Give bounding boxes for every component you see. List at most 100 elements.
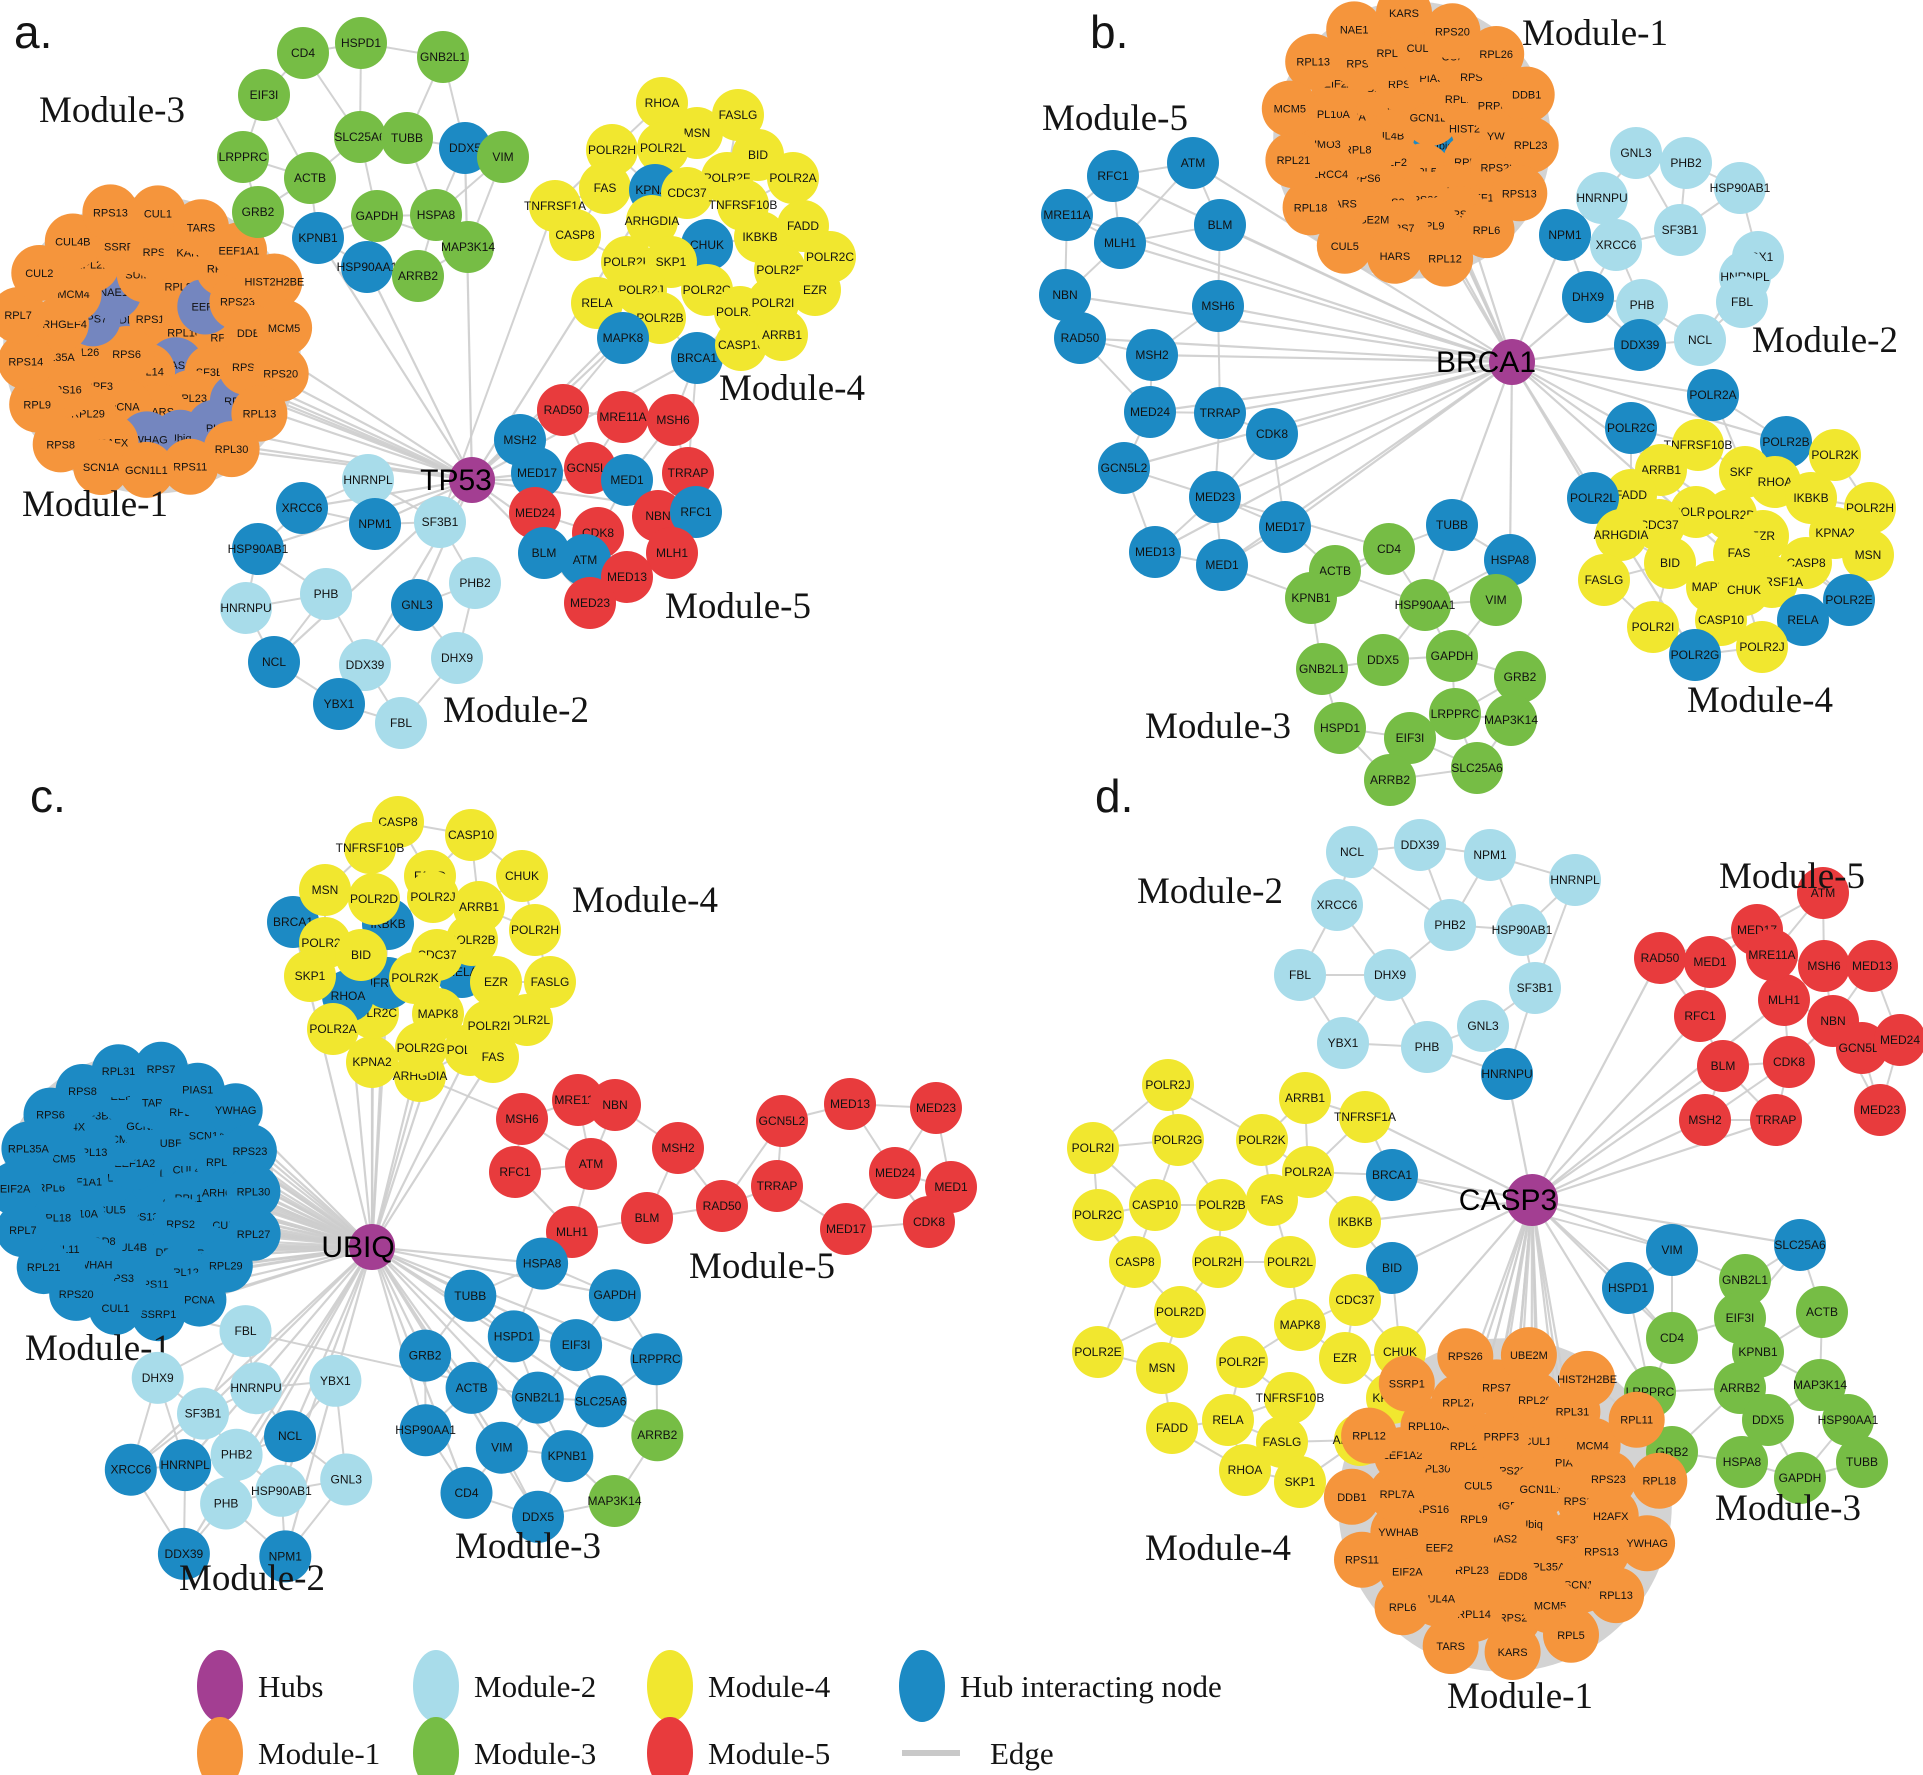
node-label: HSPD1 [1320, 721, 1360, 735]
node-label: MSH6 [1807, 959, 1841, 973]
node-label: GNB2L1 [1299, 662, 1345, 676]
node-KARS [1376, 0, 1432, 41]
node-label: EIF3I [1396, 731, 1425, 745]
node-NPM1 [1464, 829, 1516, 881]
node-POLR2F [1216, 1336, 1268, 1388]
node-RPS23 [222, 1123, 277, 1178]
edge [1531, 1118, 1777, 1202]
node-PHB2 [1424, 899, 1476, 951]
node-label: YWHAB [1378, 1527, 1418, 1539]
module-m2-a: HNRNPL XRCC6 NPM1 SF3B1 HSP90AB1 PHB PHB2 HNRNP… [220, 454, 501, 749]
node-label: RPS8 [46, 439, 75, 451]
module-label-m2-a: Module-2 [443, 690, 589, 731]
legend-label: Edge [990, 1736, 1054, 1771]
node-MCM5 [1261, 80, 1318, 137]
node-label: PHB2 [221, 1448, 253, 1462]
node-label: MSN [1149, 1361, 1176, 1375]
node-VIM [477, 131, 529, 183]
node-MSN [1136, 1342, 1188, 1394]
module-m2-c: PHB2 HSP90AB1 PHB HNRNPL SF3B1 HNRNPU NCL XRCC6… [104, 1305, 373, 1583]
node-RPL5 [1543, 1606, 1599, 1663]
node-label: CASP8 [378, 815, 418, 829]
node-label: HSP90AB1 [1492, 923, 1553, 937]
node-RPL6 [1374, 1579, 1431, 1636]
node-SSRP1 [1378, 1355, 1435, 1412]
node-label: MAPK8 [418, 1007, 459, 1021]
node-MED13 [601, 551, 653, 603]
node-label: RPL21 [27, 1262, 61, 1274]
node-LRPPRC [630, 1333, 683, 1386]
node-FASLG [1256, 1416, 1308, 1468]
node-KPNA2 [346, 1036, 398, 1088]
node-label: MED1 [610, 473, 644, 487]
node-NCL [1674, 314, 1726, 366]
edge [1511, 360, 1714, 397]
node-MED1 [601, 454, 653, 506]
hub-node-BRCA1 [1489, 339, 1535, 385]
node-FASLG [1578, 554, 1630, 606]
node-FADD [1146, 1402, 1198, 1454]
node-RAD50 [1054, 312, 1106, 364]
node-label: MSH2 [1688, 1113, 1722, 1127]
node-label: MED17 [826, 1222, 866, 1236]
node-label: HSPA8 [523, 1257, 562, 1271]
node-label: POLR2G [683, 283, 732, 297]
node-label: MED17 [1265, 520, 1305, 534]
edge [1217, 304, 1513, 364]
node-label: POLR2G [397, 1041, 446, 1055]
module-label-m1-d: Module-1 [1447, 1676, 1593, 1717]
node-label: RFC1 [680, 505, 712, 519]
node-label: VIM [491, 1441, 512, 1455]
node-label: POLR2I [468, 1019, 511, 1033]
node-label: RPS11 [173, 462, 207, 474]
node-label: POLR2C [1074, 1208, 1122, 1222]
panel-letter-c: c. [30, 770, 66, 822]
node-label: RPL18 [1294, 202, 1328, 214]
node-POLR2A [1687, 369, 1739, 421]
hub-node-TP53 [449, 457, 495, 503]
node-POLR2A [307, 1003, 359, 1055]
node-BLM [621, 1192, 673, 1244]
node-label: PHB [1630, 298, 1655, 312]
node-label: NPM1 [1473, 848, 1507, 862]
node-label: CASP10 [718, 338, 764, 352]
node-VIM [1470, 574, 1522, 626]
node-ARHGDIA [1595, 509, 1647, 561]
node-RPL30 [226, 1164, 281, 1219]
node-label: HNRNPU [1481, 1067, 1532, 1081]
node-label: MRE11A [599, 410, 646, 424]
node-label: POLR2I [752, 296, 795, 310]
edge [463, 147, 474, 481]
panel-letter-b: b. [1090, 6, 1128, 58]
node-label: MSN [312, 883, 339, 897]
node-MRE11A [1041, 189, 1093, 241]
node-KPNB1 [1285, 572, 1337, 624]
node-label: CUL5 [1331, 241, 1359, 253]
node-label: RPL30 [215, 444, 249, 456]
module-label-m5-c: Module-5 [689, 1246, 835, 1287]
node-EZR [1319, 1332, 1371, 1384]
node-label: ATM [1811, 886, 1835, 900]
node-label: MCM4 [57, 289, 89, 301]
node-GNL3 [1457, 1000, 1509, 1052]
node-label: HSP90AA1 [337, 260, 398, 274]
node-FAS [579, 162, 631, 214]
node-label: HSPD1 [341, 36, 381, 50]
node-label: MED24 [515, 506, 555, 520]
module-label-m4-c: Module-4 [572, 880, 718, 921]
node-CD4 [1363, 523, 1415, 575]
node-label: IKBKB [1793, 491, 1828, 505]
node-label: RPS11 [1345, 1555, 1379, 1567]
edge [366, 266, 473, 481]
node-VIM [475, 1421, 528, 1474]
node-label: GNB2L1 [420, 50, 466, 64]
module-label-m3-d: Module-3 [1715, 1488, 1861, 1529]
node-SLC25A6 [574, 1375, 627, 1428]
node-label: ATM [573, 553, 597, 567]
node-label: SKP1 [295, 969, 326, 983]
node-VIM [1646, 1224, 1698, 1276]
node-label: TNFRSF10B [336, 841, 405, 855]
node-DDX39 [157, 1527, 210, 1580]
edge [1531, 957, 1661, 1201]
node-label: GCN5L2 [759, 1114, 806, 1128]
